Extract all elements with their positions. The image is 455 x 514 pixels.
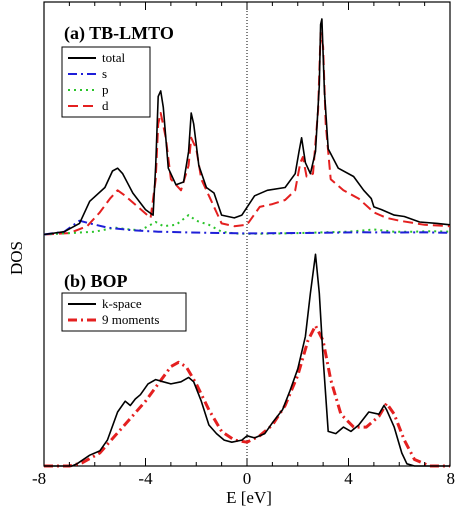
legend-label-9-moments: 9 moments [102, 312, 159, 327]
x-tick-label: 8 [447, 469, 455, 488]
x-tick-label: -4 [138, 469, 153, 488]
series-line-a-d [43, 31, 451, 236]
series-line-a-p [43, 214, 451, 236]
legend-label-s: s [102, 66, 107, 81]
x-axis-title: E [eV] [226, 488, 272, 507]
legend-label-k-space: k-space [102, 296, 142, 311]
panel-b-title: (b) BOP [64, 271, 128, 292]
legend-label-p: p [102, 82, 109, 97]
panel-a-title: (a) TB-LMTO [64, 23, 174, 44]
legend-box [61, 292, 187, 332]
series-line-a-total [43, 18, 451, 236]
series-line-a-s [43, 219, 451, 236]
series-line-b-9-moments [44, 324, 450, 468]
y-axis-title: DOS [7, 241, 26, 275]
series-layer [43, 18, 451, 468]
series-line-b-k-space [44, 253, 450, 467]
legend-label-d: d [102, 98, 109, 113]
x-tick-label: 0 [243, 469, 252, 488]
x-tick-label: -8 [32, 469, 46, 488]
x-tick-label: 4 [344, 469, 353, 488]
ticks-layer: -8 -4 0 4 8 [32, 2, 455, 488]
legend-label-total: total [102, 50, 125, 65]
